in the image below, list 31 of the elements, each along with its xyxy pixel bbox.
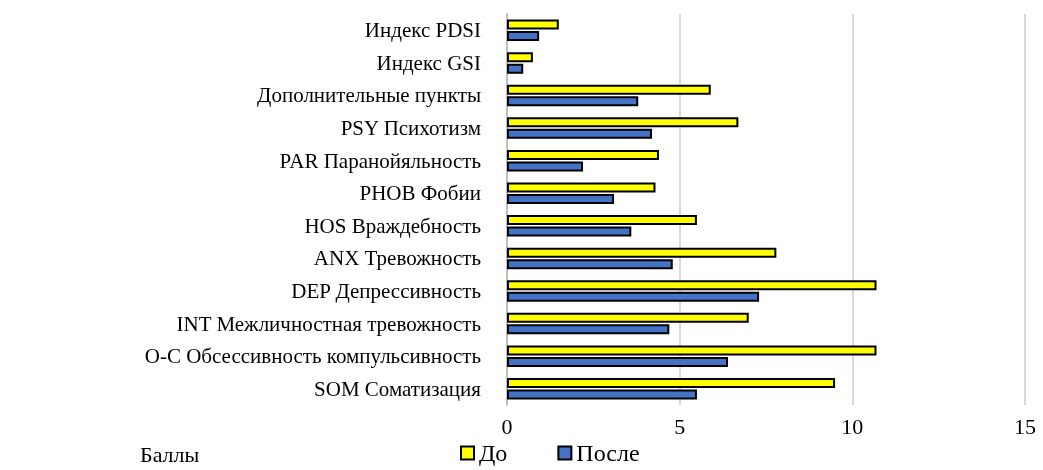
bar [507,215,697,226]
y-tick-label: Индекс GSI [376,50,481,75]
y-tick-label: PAR Паранойяльность [279,148,481,173]
bar [507,128,653,139]
bar [507,356,729,367]
x-tick-label: 10 [841,413,864,439]
y-tick-label: INT Межличностная тревожность [176,311,481,336]
bar [507,226,632,237]
bar [507,182,656,193]
bar [507,345,877,356]
y-tick-label: PHOB Фобии [359,181,481,206]
legend-label: До [479,440,508,466]
y-tick-label: ANX Тревожность [313,246,481,271]
bar [507,52,533,63]
y-tick-label: PSY Психотизм [340,116,481,141]
y-tick-label: Дополнительные пункты [257,83,481,108]
x-axis-title: Баллы [140,441,200,467]
bar [507,193,615,204]
bar [507,280,877,291]
x-tick-label: 0 [501,413,513,439]
legend-label: После [576,440,640,466]
y-tick-label: DEP Депрессивность [291,278,481,303]
y-tick-label: HOS Враждебность [304,213,481,238]
y-tick-label: О-С Обсессивность компульсивность [144,344,481,369]
bar [507,291,760,302]
y-tick-label: Индекс PDSI [364,18,481,43]
x-tick-label: 5 [674,413,686,439]
x-tick-label: 15 [1014,413,1036,439]
bar [507,63,524,74]
bar [507,117,739,128]
y-tick-label: SOM Соматизация [314,376,482,401]
